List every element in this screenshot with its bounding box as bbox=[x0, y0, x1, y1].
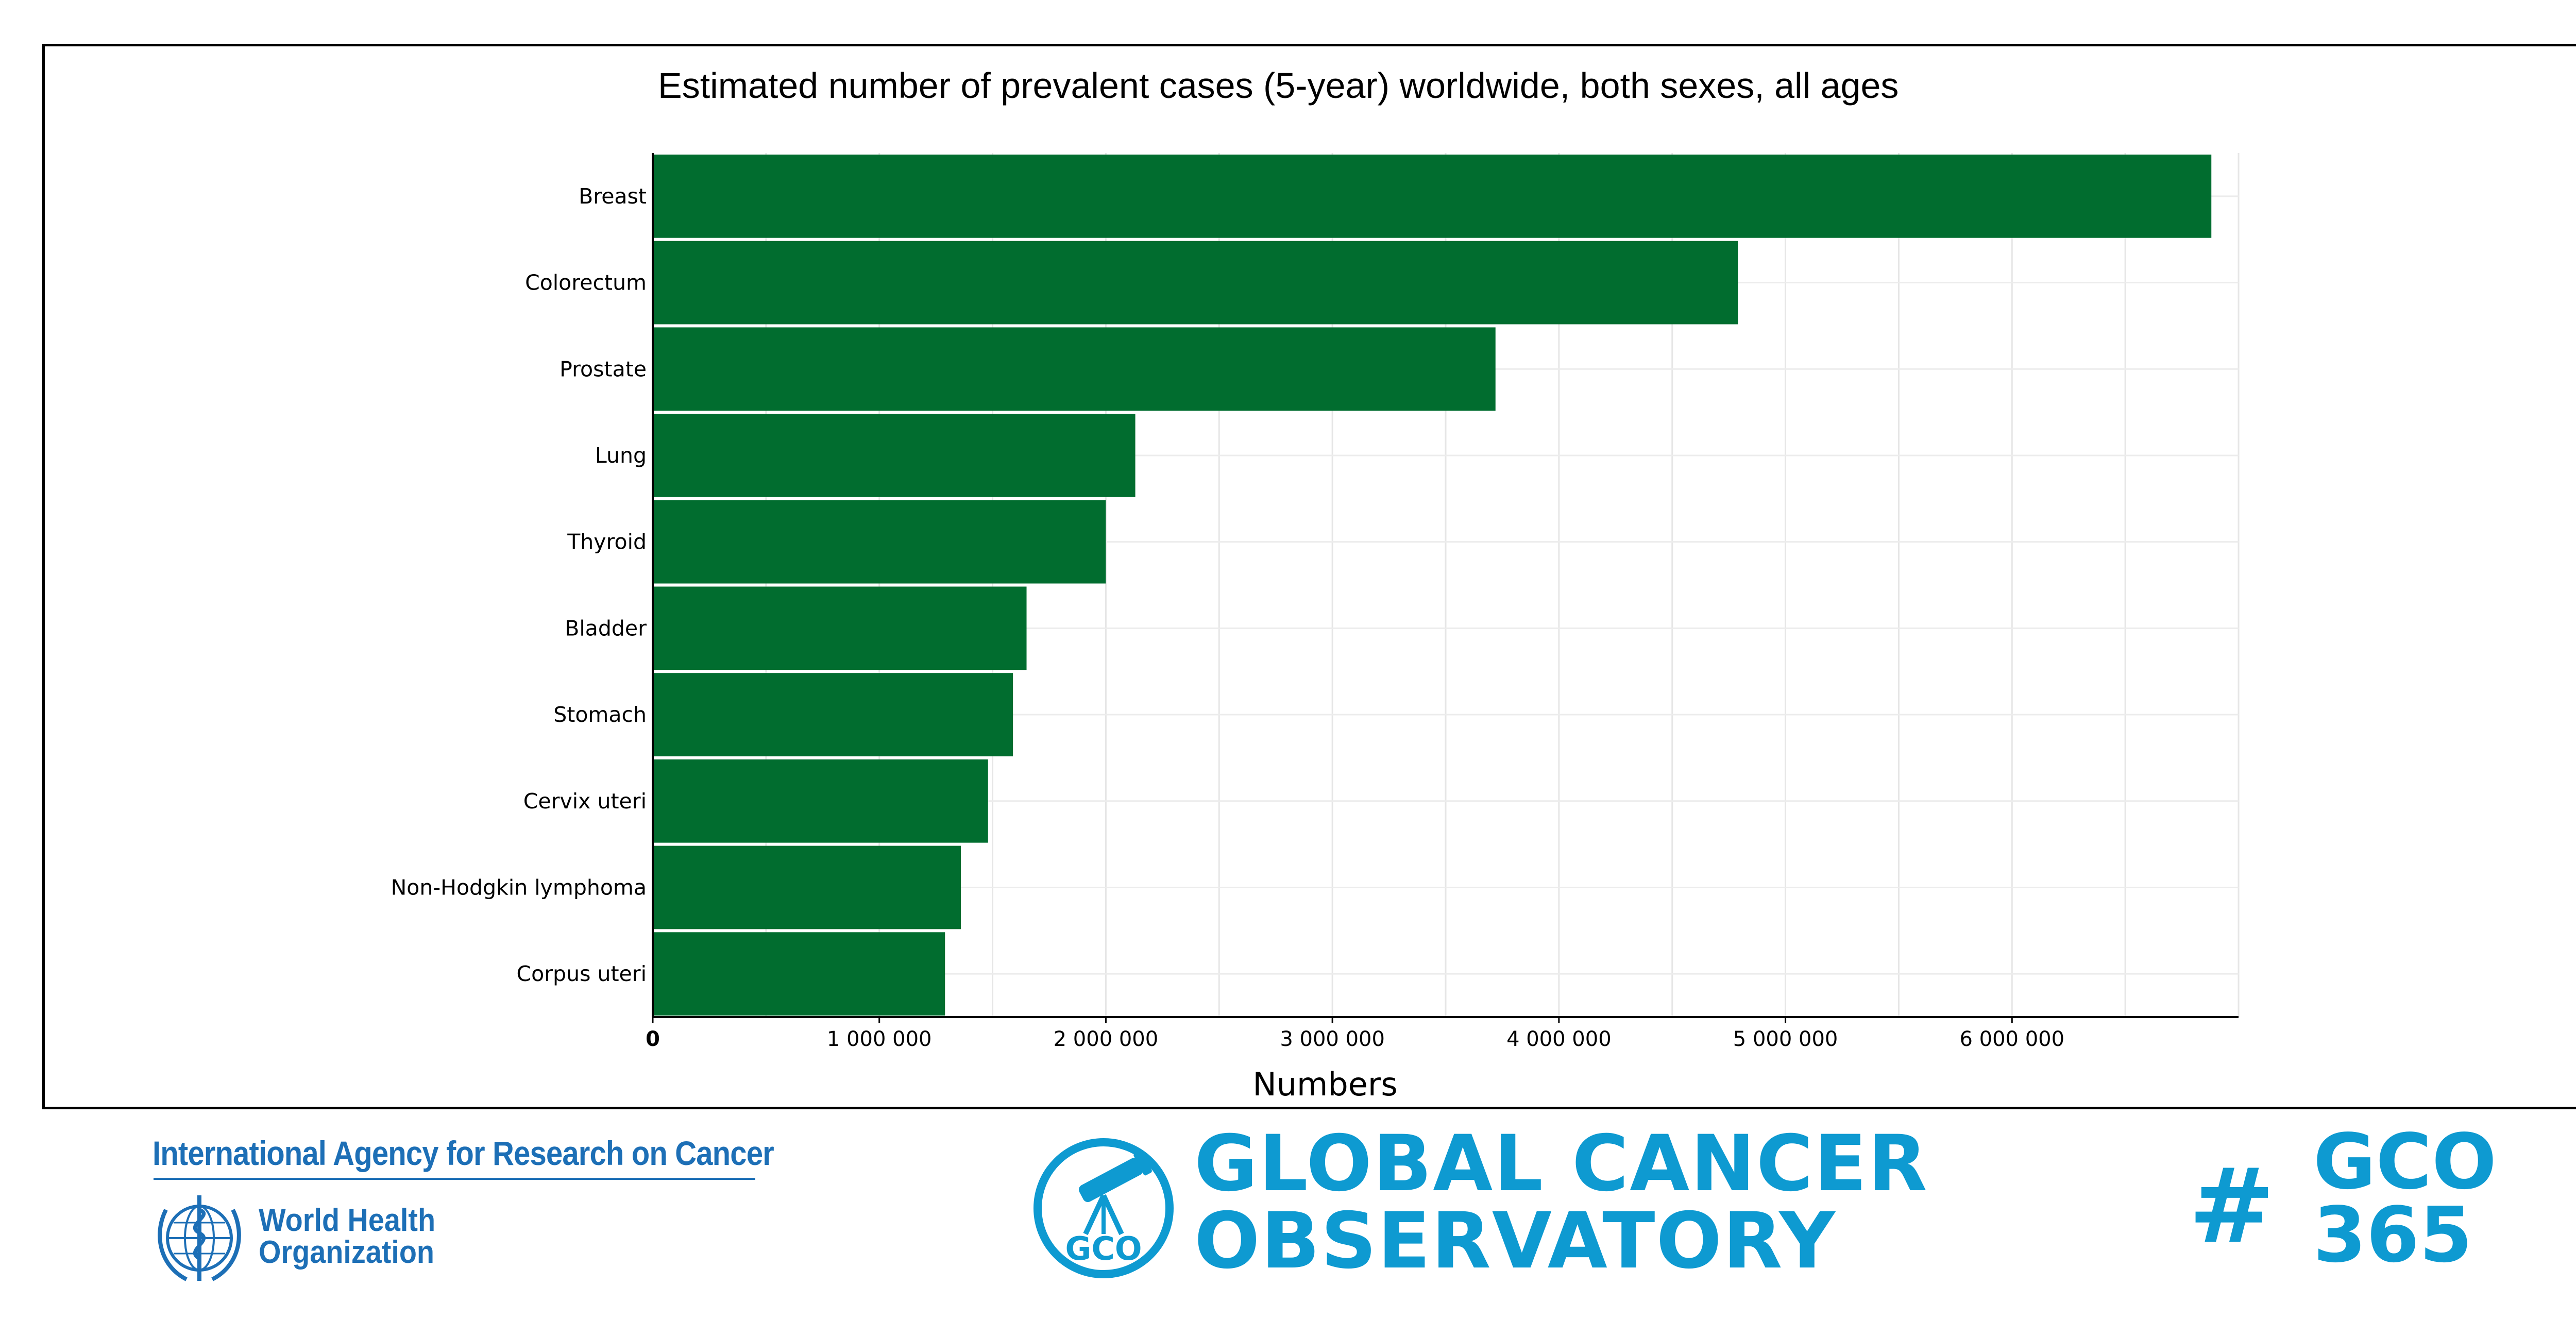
bar-stomach bbox=[653, 673, 1013, 756]
gco-wordmark-line2: OBSERVATORY bbox=[1194, 1196, 1836, 1286]
bar-breast bbox=[653, 155, 2212, 238]
who-name: World Health Organization bbox=[259, 1205, 435, 1269]
x-tick-labels: 0 1 000 000 2 000 000 3 000 000 4 000 000 5 0… bbox=[646, 1027, 2064, 1051]
bar-cervix-uteri bbox=[653, 759, 988, 843]
bar-thyroid bbox=[653, 500, 1106, 584]
bar-colorectum bbox=[653, 241, 1738, 325]
x-tick-label: 5 000 000 bbox=[1733, 1027, 1838, 1051]
chart-title: Estimated number of prevalent cases (5-y… bbox=[658, 65, 1899, 106]
who-name-line1: World Health bbox=[259, 1203, 436, 1238]
bars-layer bbox=[653, 155, 2212, 1016]
gco-badge-text: GCO bbox=[1065, 1230, 1142, 1267]
category-label: Bladder bbox=[565, 616, 647, 640]
x-tick-label: 2 000 000 bbox=[1054, 1027, 1159, 1051]
axes-layer bbox=[652, 153, 2239, 1023]
category-label: Cervix uteri bbox=[523, 789, 647, 814]
gco-telescope-logo-icon: GCO bbox=[1033, 1138, 1174, 1278]
category-label: Corpus uteri bbox=[516, 961, 647, 986]
bar-bladder bbox=[653, 586, 1027, 670]
category-label: Thyroid bbox=[567, 530, 647, 554]
gco365-line1: GCO bbox=[2313, 1118, 2497, 1206]
x-tick-label: 4 000 000 bbox=[1506, 1027, 1612, 1051]
who-name-line2: Organization bbox=[259, 1235, 435, 1270]
category-label: Breast bbox=[579, 184, 647, 209]
bar-corpus-uteri bbox=[653, 932, 945, 1016]
category-label: Lung bbox=[595, 443, 647, 468]
hash-symbol: # bbox=[2189, 1146, 2275, 1266]
who-emblem-icon bbox=[158, 1195, 241, 1281]
gco-wordmark-line1: GLOBAL CANCER bbox=[1194, 1119, 1928, 1209]
category-labels: Breast Colorectum Prostate Lung Thyroid Bladd… bbox=[391, 184, 647, 986]
x-tick-label: 1 000 000 bbox=[827, 1027, 932, 1051]
category-label: Stomach bbox=[553, 702, 647, 727]
gco365-hashtag: GCO 365 bbox=[2313, 1118, 2497, 1279]
bar-non-hodgkin-lymphoma bbox=[653, 845, 961, 929]
x-tick-label: 6 000 000 bbox=[1959, 1027, 2064, 1051]
category-label: Prostate bbox=[560, 357, 647, 381]
bar-chart: Breast Colorectum Prostate Lung Thyroid Bladd… bbox=[391, 65, 2240, 1103]
chart-frame: Breast Colorectum Prostate Lung Thyroid Bladd… bbox=[42, 44, 2576, 1109]
footer: International Agency for Research on Can… bbox=[0, 1113, 2576, 1319]
bar-lung bbox=[653, 414, 1136, 497]
x-axis-title: Numbers bbox=[1252, 1066, 1397, 1103]
gco-wordmark: GLOBAL CANCER OBSERVATORY bbox=[1194, 1125, 1928, 1280]
iarc-divider bbox=[154, 1178, 755, 1180]
iarc-name: International Agency for Research on Can… bbox=[152, 1134, 774, 1172]
x-tick-label: 3 000 000 bbox=[1280, 1027, 1385, 1051]
category-label: Non-Hodgkin lymphoma bbox=[391, 875, 647, 900]
gco365-line2: 365 bbox=[2313, 1191, 2472, 1279]
x-tick-label: 0 bbox=[646, 1027, 660, 1051]
bar-prostate bbox=[653, 327, 1496, 411]
category-label: Colorectum bbox=[525, 270, 647, 295]
